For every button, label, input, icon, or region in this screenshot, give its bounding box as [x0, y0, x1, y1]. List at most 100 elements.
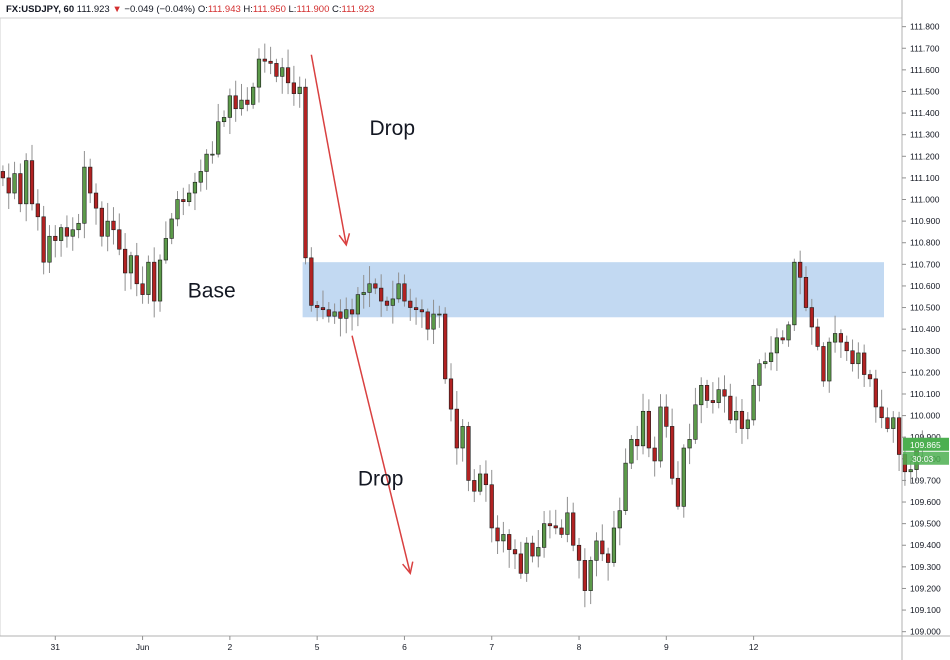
- candle-up: [163, 238, 168, 261]
- candle-down: [472, 480, 477, 492]
- candle-down: [425, 311, 430, 330]
- candle-down: [704, 385, 710, 401]
- y-tick-label: 110.800: [910, 238, 940, 248]
- candle-up: [82, 166, 87, 224]
- candle-down: [728, 395, 733, 421]
- candle-up: [687, 439, 692, 449]
- candle-up: [332, 311, 337, 317]
- candle-down: [582, 560, 587, 591]
- candle-up: [477, 473, 483, 492]
- candle-down: [571, 512, 576, 546]
- candle-down: [448, 378, 454, 410]
- candle-down: [600, 540, 605, 555]
- candle-down: [384, 300, 390, 306]
- y-tick-label: 109.300: [910, 562, 941, 572]
- candle-up: [856, 352, 861, 365]
- candle-up: [565, 512, 570, 535]
- change-value: −0.049 (−0.04%): [124, 4, 196, 15]
- candle-up: [192, 181, 198, 194]
- candle-down: [547, 523, 553, 527]
- candle-down: [152, 261, 157, 302]
- candle-up: [175, 199, 180, 220]
- base-annotation: Base: [188, 279, 236, 302]
- candle-down: [809, 307, 814, 328]
- candle-up: [396, 283, 401, 300]
- candle-down: [99, 207, 104, 237]
- candle-up: [501, 534, 506, 542]
- y-tick-label: 110.000: [910, 411, 940, 421]
- y-tick-label: 109.900: [910, 432, 941, 442]
- candle-down: [862, 352, 867, 375]
- x-tick-label: 5: [315, 642, 320, 652]
- candle-down: [518, 553, 523, 574]
- candle-down: [320, 307, 326, 311]
- candle-up: [699, 385, 704, 406]
- candle-down: [896, 417, 902, 455]
- candle-down: [379, 287, 384, 302]
- candle-down: [483, 473, 489, 486]
- candle-down: [635, 439, 640, 447]
- candle-up: [716, 389, 721, 403]
- low-value: 111.900: [296, 4, 330, 15]
- candle-down: [652, 447, 657, 462]
- low-label: L:: [288, 4, 297, 15]
- y-tick-label: 109.100: [910, 605, 941, 615]
- arrow-line: [310, 54, 347, 246]
- candle-down: [780, 337, 785, 341]
- candle-up: [297, 86, 302, 94]
- candle-up: [734, 410, 739, 421]
- candle-down: [35, 203, 40, 218]
- candle-down: [274, 63, 279, 77]
- symbol-label: FX:USDJPY, 60: [6, 4, 75, 15]
- candle-up: [757, 363, 762, 386]
- candle-up: [187, 192, 192, 202]
- countdown-tag: [903, 451, 949, 465]
- candle-up: [70, 229, 75, 237]
- y-tick-label: 109.000: [910, 627, 941, 637]
- x-tick-label: 8: [577, 642, 582, 652]
- candle-up: [221, 117, 227, 123]
- candle-down: [373, 283, 378, 289]
- candle-down: [402, 283, 407, 302]
- last-price-label: 109.865: [910, 440, 941, 450]
- candle-down: [111, 220, 116, 231]
- open-value: 111.943: [207, 4, 241, 15]
- candle-up: [47, 235, 52, 263]
- candle-up: [763, 361, 768, 365]
- candle-down: [134, 255, 139, 285]
- candle-down: [303, 86, 308, 259]
- candle-down: [803, 277, 809, 308]
- candle-up: [256, 58, 262, 88]
- candle-down: [739, 410, 745, 429]
- candle-down: [606, 553, 611, 563]
- candle-down: [123, 248, 128, 274]
- price-value: 111.923: [76, 4, 110, 15]
- candle-up: [768, 352, 774, 362]
- candle-up: [681, 447, 686, 507]
- candle-up: [611, 527, 617, 563]
- candle-down: [495, 527, 500, 542]
- candle-down: [821, 346, 826, 382]
- candle-up: [105, 220, 110, 237]
- candle-down: [873, 378, 878, 408]
- chart-header: FX:USDJPY, 60 111.923 ▼ −0.049 (−0.04%) …: [6, 4, 374, 16]
- candle-down: [0, 171, 6, 179]
- x-tick-label: 31: [51, 642, 61, 652]
- candle-down: [454, 408, 459, 449]
- y-tick-label: 109.700: [910, 475, 941, 485]
- candle-up: [251, 86, 256, 105]
- candle-up: [227, 95, 232, 118]
- candle-up: [146, 261, 151, 295]
- candle-up: [198, 171, 203, 183]
- y-tick-label: 110.300: [910, 346, 940, 356]
- candle-down: [675, 477, 681, 507]
- x-tick-label: Jun: [136, 642, 150, 652]
- candle-up: [460, 426, 465, 449]
- candle-down: [338, 311, 343, 319]
- candle-down: [850, 350, 855, 365]
- y-tick-label: 110.900: [910, 216, 940, 226]
- candle-down: [309, 257, 314, 306]
- x-tick-label: 7: [489, 642, 494, 652]
- high-label: H:: [243, 4, 253, 15]
